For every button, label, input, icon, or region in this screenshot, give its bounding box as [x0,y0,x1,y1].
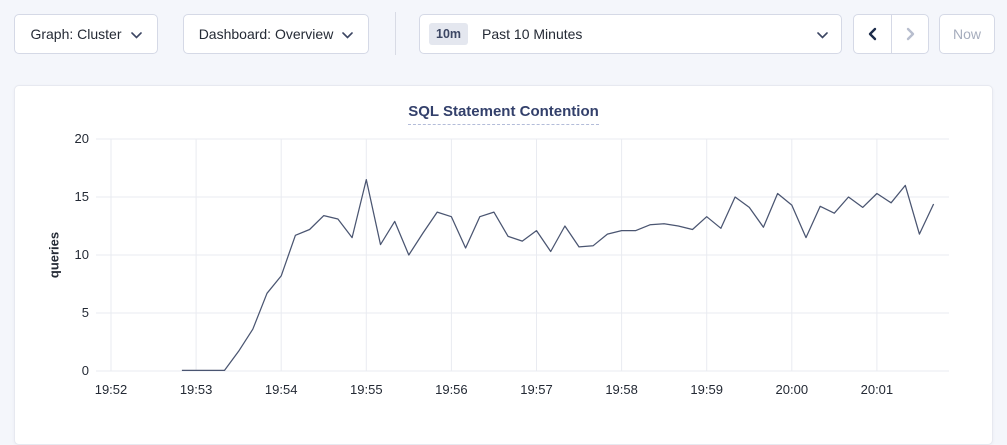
x-tick-label: 19:53 [179,382,213,397]
y-tick-label: 0 [81,363,89,378]
x-tick-label: 19:58 [605,382,638,397]
y-tick-label: 20 [74,131,89,146]
toolbar-divider [395,12,396,55]
time-range-label: Past 10 Minutes [482,26,583,42]
x-tick-label: 20:01 [860,382,894,397]
dashboard-dropdown[interactable]: Dashboard: Overview [183,14,369,54]
time-range-dropdown[interactable]: 10m Past 10 Minutes [419,14,842,54]
x-tick-label: 19:55 [350,382,383,397]
chart-title-row: SQL Statement Contention [15,103,992,125]
graph-dropdown-label: Graph: Cluster [30,26,122,42]
x-tick-label: 20:00 [775,382,809,397]
x-tick-label: 19:52 [94,382,128,397]
chart-title[interactable]: SQL Statement Contention [408,103,599,125]
chevron-right-icon [906,27,915,41]
x-tick-label: 19:56 [435,382,468,397]
chevron-down-icon [342,26,354,42]
y-tick-label: 10 [74,247,89,262]
y-tick-label: 15 [74,189,89,204]
x-tick-label: 19:54 [264,382,298,397]
graph-dropdown[interactable]: Graph: Cluster [14,14,158,54]
next-time-button[interactable] [891,15,928,53]
chart-card: SQL Statement Contention queries 0 5 10 15 2… [14,85,993,445]
x-tick-label: 19:57 [520,382,553,397]
x-tick-label: 19:59 [690,382,723,397]
now-button[interactable]: Now [939,14,995,54]
y-tick-label: 5 [81,305,89,320]
dashboard-dropdown-label: Dashboard: Overview [198,26,334,42]
time-nav-button-group [853,14,929,54]
chevron-left-icon [868,27,876,41]
chevron-down-icon [130,26,142,42]
chevron-down-icon [817,26,828,42]
time-range-badge: 10m [429,23,469,45]
contention-line-chart[interactable] [96,138,949,372]
now-button-label: Now [952,26,981,42]
prev-time-button[interactable] [854,15,891,53]
